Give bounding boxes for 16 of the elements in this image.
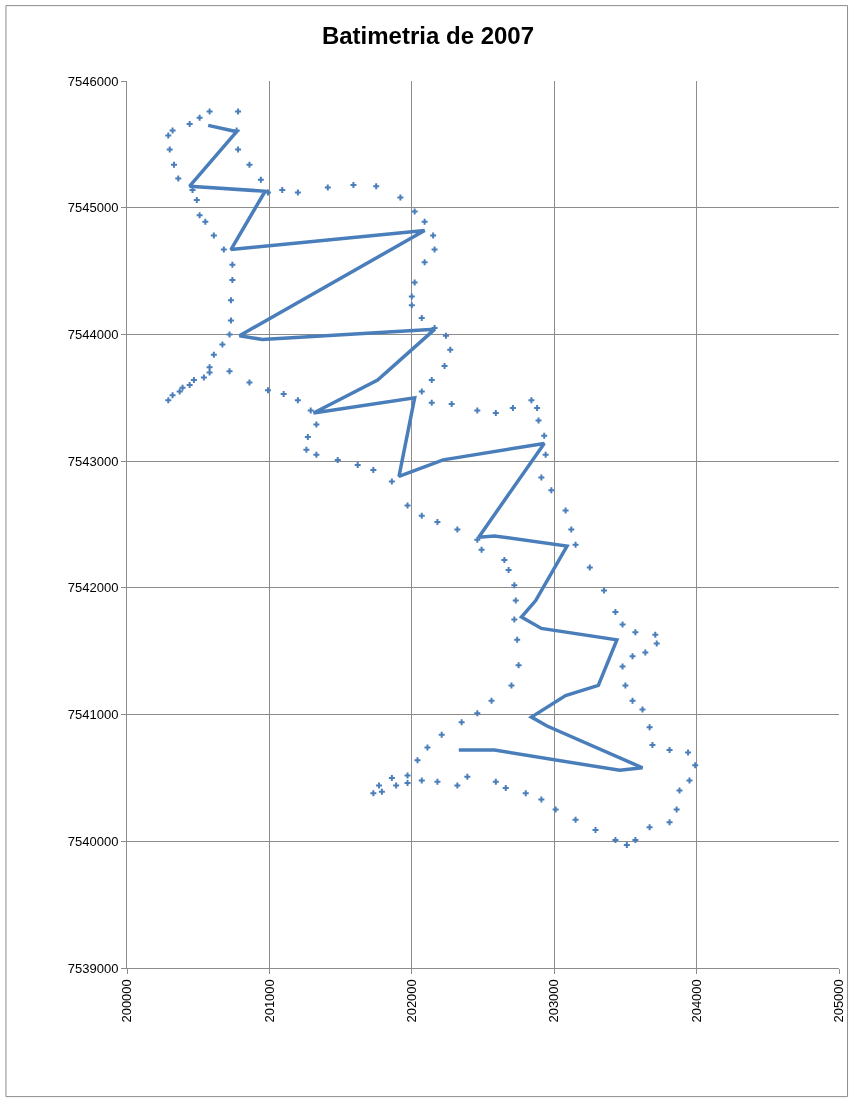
x-tick-label: 200000	[119, 979, 135, 1023]
y-tick-label: 7543000	[67, 453, 119, 469]
y-tick-label: 7540000	[67, 833, 119, 849]
chart-title: Batimetria de 2007	[321, 22, 535, 50]
y-tick-label: 7542000	[67, 580, 119, 596]
x-tick-label: 204000	[688, 979, 704, 1023]
y-tick-label: 7541000	[67, 707, 119, 723]
y-tick-label: 7546000	[67, 73, 119, 89]
y-tick-label: 7544000	[67, 326, 119, 342]
y-tick-label: 7539000	[67, 960, 119, 976]
x-tick-label: 202000	[404, 979, 420, 1023]
x-tick-label: 203000	[546, 979, 562, 1023]
line-series	[187, 123, 645, 773]
x-tick-label: 201000	[261, 979, 277, 1023]
y-tick-label: 7545000	[67, 200, 119, 216]
x-tick-label: 205000	[831, 979, 847, 1023]
